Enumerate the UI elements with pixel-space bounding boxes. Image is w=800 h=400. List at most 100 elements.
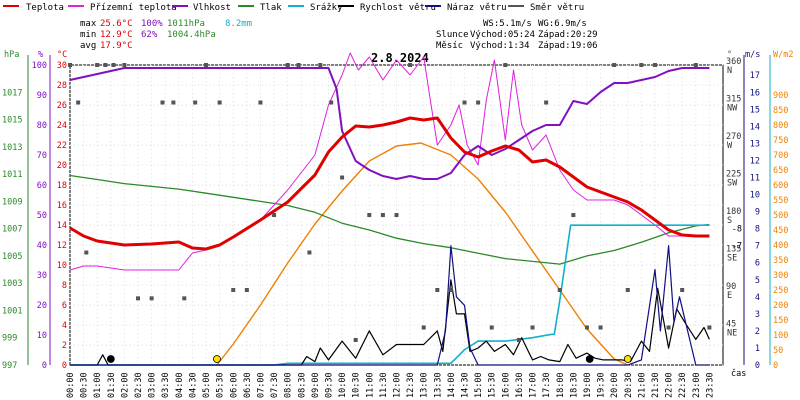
stat-avg-label: avg (80, 41, 96, 51)
tick-label-ms: 3 (755, 310, 760, 320)
sunset-marker (623, 355, 632, 363)
axis-title-dir: ° (727, 50, 732, 60)
tick-label-time: 00:30 (80, 372, 90, 398)
wind-direction-point (476, 100, 481, 105)
stat-moon-rise: Východ:1:34 (470, 41, 530, 51)
tick-label-ms: 10 (750, 191, 760, 201)
tick-label-temp: 24 (57, 121, 67, 131)
tick-label-time: 23:30 (705, 372, 715, 398)
legend-item-pocitova: Přízemní teplota (68, 3, 177, 13)
wind-direction-point (530, 325, 535, 330)
wind-direction-point (68, 63, 72, 67)
tick-label-wm2: 200 (773, 301, 788, 311)
legend-item-teplota: Teplota (3, 3, 64, 13)
tick-label-dir-compass: SW (727, 179, 738, 189)
tick-label-dir: 180 (726, 207, 741, 217)
tick-label-wm2: 600 (773, 181, 788, 191)
axis-title-time: čas (731, 368, 746, 379)
stat-max-press: 1011hPa (167, 19, 205, 29)
tick-label-time: 05:30 (216, 372, 226, 398)
legend-item-vlhkost: Vlhkost (172, 3, 231, 13)
series-line-vlhkost (69, 67, 710, 180)
tick-label-dir: 270 (726, 132, 741, 142)
tick-label-pct: 30 (37, 271, 47, 281)
stat-min-hum: 62% (141, 30, 158, 40)
tick-label-ms: 17 (750, 71, 760, 81)
tick-label-time: 22:30 (678, 372, 688, 398)
legend-label-rychlost: Rychlost větru (360, 3, 436, 13)
tick-label-dir: 45 (726, 320, 736, 330)
wind-direction-point (652, 63, 657, 67)
stat-ws: WS:5.1m/s (483, 19, 532, 29)
wind-direction-point (557, 288, 562, 292)
wind-direction-point (296, 63, 301, 67)
tick-label-time: 23:00 (692, 372, 702, 398)
wind-direction-point (408, 63, 413, 67)
wind-direction-point (318, 63, 323, 67)
wind-direction-point (435, 288, 440, 292)
tick-label-dir: 315 (726, 95, 741, 105)
tick-label-temp: 12 (57, 241, 67, 251)
legend-label-vlhkost: Vlhkost (193, 3, 231, 13)
tick-label-dir: 225 (726, 170, 741, 180)
tick-label-wm2: 550 (773, 196, 788, 206)
wind-direction-point (489, 325, 494, 330)
tick-label-time: 14:00 (447, 372, 457, 398)
tick-label-dir: 360 (726, 57, 741, 67)
tick-label-ms: 12 (750, 156, 760, 166)
tick-label-temp: 18 (57, 181, 67, 191)
stat-max-label: max (80, 19, 97, 29)
tick-label-temp: 16 (57, 201, 67, 211)
tick-label-pct: 40 (37, 241, 47, 251)
wind-direction-point (462, 100, 467, 105)
wind-direction-point (340, 175, 345, 180)
wind-direction-point (136, 296, 141, 301)
tick-label-wm2: 900 (773, 91, 788, 101)
tick-label-rain: -7 (732, 242, 742, 252)
wind-direction-point (149, 296, 154, 301)
tick-label-time: 12:30 (406, 372, 416, 398)
tick-label-time: 03:30 (161, 372, 171, 398)
tick-label-time: 00:00 (66, 372, 76, 398)
tick-label-dir-compass: SE (727, 254, 737, 264)
tick-label-time: 07:00 (256, 372, 266, 398)
tick-label-ms: 15 (750, 105, 760, 115)
tick-label-pct: 100 (32, 61, 47, 71)
stats-panel: max 25.6°C 100% 1011hPa 8.2mm min 12.9°C… (80, 19, 598, 51)
legend-label-naraz: Náraz větru (447, 3, 507, 13)
stat-wg: WG:6.9m/s (538, 19, 587, 29)
tick-label-time: 10:00 (338, 372, 348, 398)
tick-label-pct: 10 (37, 331, 47, 341)
moonrise-marker (106, 355, 115, 363)
tick-label-time: 07:30 (270, 372, 280, 398)
tick-label-ms: 4 (755, 293, 760, 303)
tick-label-time: 01:00 (93, 372, 103, 398)
wind-direction-point (285, 63, 290, 67)
tick-label-wm2: 400 (773, 241, 788, 251)
tick-label-hpa: 1009 (2, 197, 22, 207)
tick-label-ms: 11 (750, 174, 760, 184)
tick-label-wm2: 750 (773, 136, 788, 146)
tick-label-ms: 2 (755, 327, 760, 337)
tick-label-temp: 0 (62, 361, 67, 371)
wind-direction-point (421, 325, 426, 330)
stat-moon-set: Západ:19:06 (538, 41, 598, 51)
legend-label-srazky: Srážky (310, 3, 343, 13)
wind-direction-point (367, 213, 372, 217)
tick-label-time: 08:00 (284, 372, 294, 398)
tick-label-time: 11:30 (379, 372, 389, 398)
wind-direction-point (307, 250, 312, 255)
legend-label-teplota: Teplota (26, 3, 64, 13)
axes: 9979991001100310051007100910111013101510… (2, 55, 788, 398)
tick-label-time: 21:00 (637, 372, 647, 398)
wind-direction-point (160, 100, 165, 105)
wind-direction-point (204, 63, 209, 67)
tick-label-wm2: 250 (773, 286, 788, 296)
series-line-rychlost (70, 279, 710, 366)
tick-label-wm2: 0 (773, 361, 778, 371)
wind-direction-point (625, 288, 630, 292)
tick-label-dir-compass: NW (727, 104, 738, 114)
tick-label-time: 08:30 (297, 372, 307, 398)
tick-label-temp: 20 (57, 161, 67, 171)
